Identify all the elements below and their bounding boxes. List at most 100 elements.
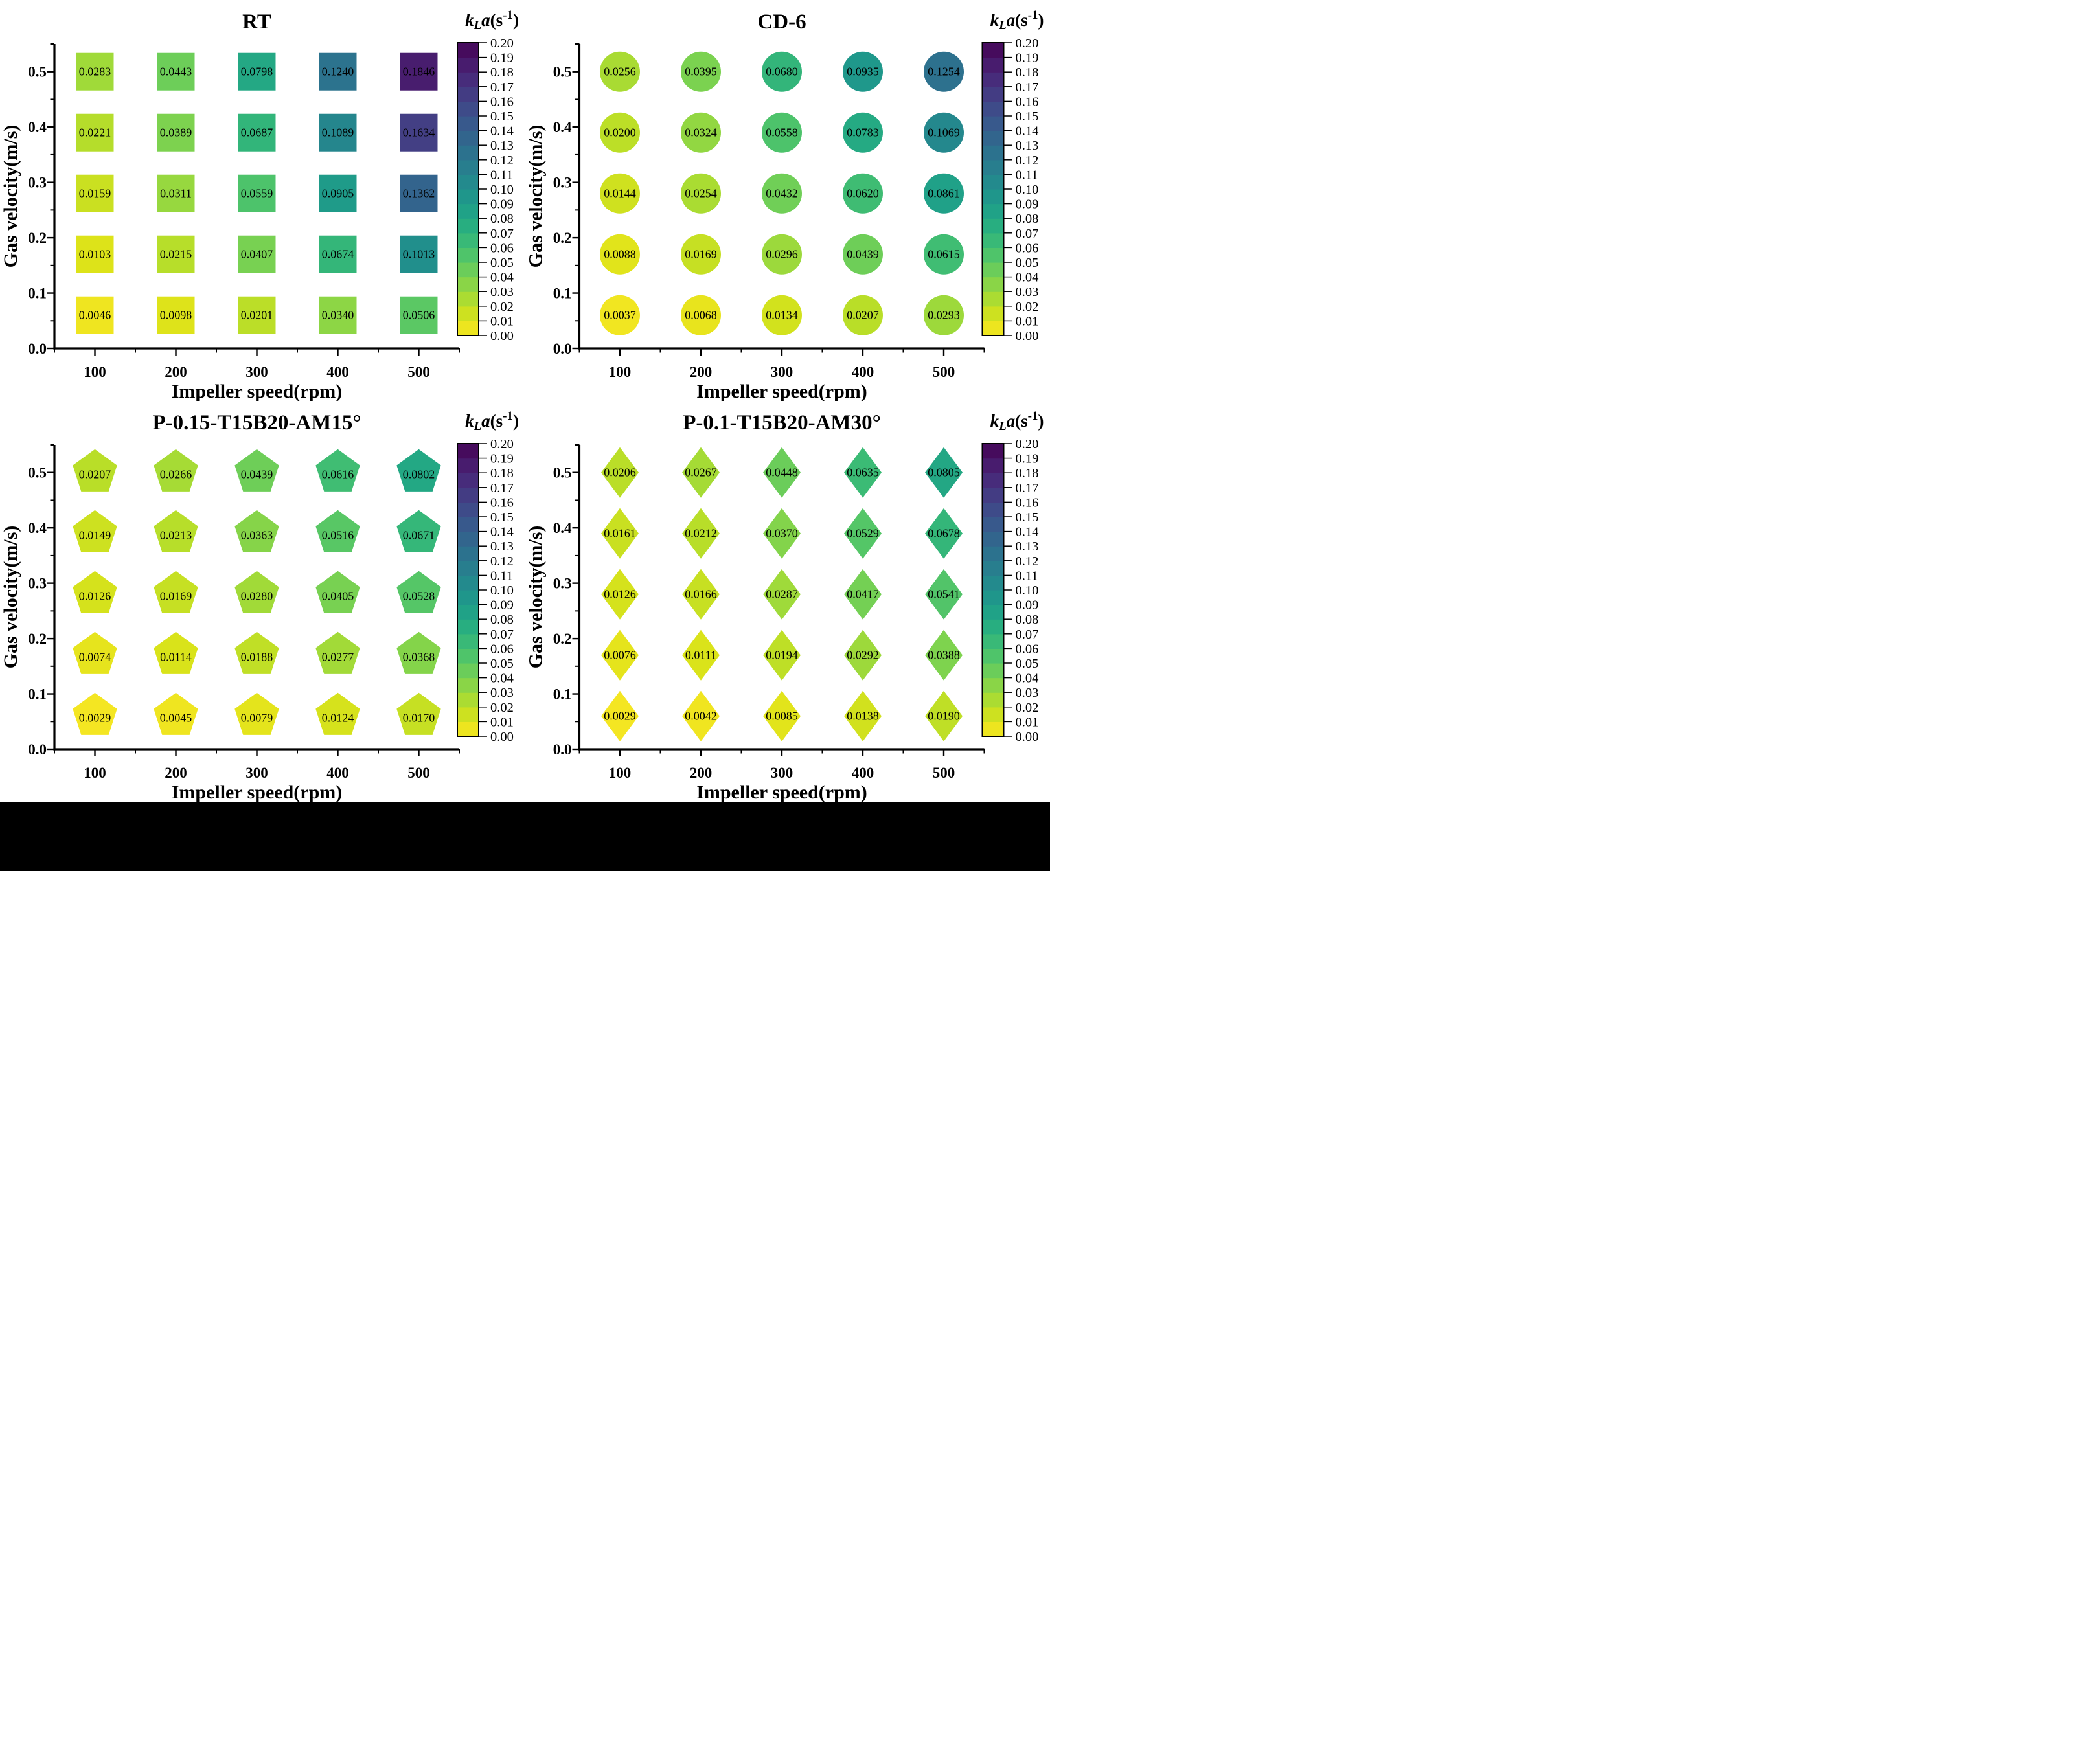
panel-chart-rt: RT kLa(s-1) 0.0 0.1 0.2 0.3 0.4 0.5 100 200 300 400…	[0, 8, 519, 402]
data-point-label: 0.0935	[847, 65, 879, 78]
x-tick-label: 200	[165, 364, 187, 380]
colorbar-tick-label: 0.04	[1016, 271, 1039, 285]
x-tick-label: 200	[690, 765, 713, 781]
x-tick-label: 500	[933, 364, 955, 380]
data-point-label: 0.0439	[847, 248, 879, 261]
data-point-circle	[843, 234, 883, 275]
colorbar-segment	[457, 43, 479, 58]
data-point-label: 0.0085	[766, 710, 798, 723]
colorbar-tick-label: 0.00	[1016, 329, 1039, 343]
data-point-square	[400, 235, 438, 273]
data-point-diamond	[601, 629, 639, 681]
colorbar-tick-label: 0.00	[1016, 730, 1039, 744]
data-point-label: 0.0200	[604, 126, 636, 139]
data-point-square	[76, 52, 114, 91]
colorbar-segment	[982, 321, 1004, 336]
colorbar-tick-label: 0.16	[1016, 95, 1039, 109]
y-tick-label: 0.2	[28, 230, 47, 246]
colorbar-tick-label: 0.07	[1016, 227, 1039, 241]
data-point-circle	[681, 51, 721, 92]
colorbar-tick-label: 0.11	[1016, 168, 1038, 182]
y-tick-label: 0.0	[28, 741, 47, 758]
data-point-label: 0.0029	[79, 712, 111, 725]
data-point-square	[238, 52, 276, 91]
colorbar-tick-label: 0.08	[490, 212, 514, 226]
colorbar-tick-label: 0.14	[1016, 525, 1039, 539]
data-point-pentagon	[73, 631, 117, 674]
data-point-pentagon	[154, 631, 198, 674]
data-point-pentagon	[396, 631, 441, 674]
colorbar-segment	[457, 145, 479, 161]
y-tick-label: 0.2	[28, 631, 47, 647]
data-point-label: 0.0045	[160, 712, 192, 725]
bottom-black-bar	[0, 802, 1050, 871]
data-point-label: 0.0126	[79, 590, 111, 603]
panel-chart-p-0-15-t15b20-am15: P-0.15-T15B20-AM15° kLa(s-1) 0.0 0.1 0.2 0.3 0…	[0, 409, 519, 803]
x-axis-label: Impeller speed(rpm)	[172, 381, 343, 401]
data-point-circle	[924, 112, 964, 153]
data-point-label: 0.1846	[403, 65, 435, 78]
data-point-diamond	[925, 447, 963, 498]
data-point-diamond	[925, 569, 963, 620]
data-point-square	[238, 113, 276, 152]
data-point-diamond	[763, 569, 801, 620]
colorbar-title: kLa(s-1)	[990, 409, 1044, 433]
colorbar-segment	[457, 72, 479, 87]
x-tick-label: 500	[933, 765, 955, 781]
data-point-square	[76, 174, 114, 212]
colorbar-tick-label: 0.13	[490, 139, 514, 153]
data-point-label: 0.0111	[685, 649, 716, 662]
colorbar-segment	[457, 502, 479, 517]
colorbar-segment	[457, 707, 479, 722]
colorbar-tick-label: 0.00	[490, 730, 514, 744]
data-point-label: 0.0680	[766, 65, 798, 78]
data-point-circle	[681, 295, 721, 335]
data-point-label: 0.0292	[847, 649, 879, 662]
data-point-label: 0.0103	[79, 248, 111, 261]
colorbar-segment	[982, 633, 1004, 649]
data-point-label: 0.0635	[847, 466, 879, 479]
data-point-diamond	[763, 629, 801, 681]
colorbar-segment	[457, 218, 479, 234]
data-point-circle	[843, 51, 883, 92]
colorbar-tick-label: 0.17	[490, 481, 514, 495]
colorbar-segment	[982, 604, 1004, 620]
data-point-label: 0.0079	[241, 712, 273, 725]
colorbar-segment	[457, 692, 479, 708]
colorbar-segment	[457, 677, 479, 693]
data-point-square	[400, 113, 438, 152]
x-tick-label: 400	[326, 765, 349, 781]
data-point-diamond	[601, 690, 639, 741]
data-point-pentagon	[73, 692, 117, 735]
data-point-label: 0.0363	[241, 529, 273, 542]
colorbar-tick-label: 0.14	[1016, 124, 1039, 139]
colorbar-segment	[457, 232, 479, 248]
data-point-square	[76, 113, 114, 152]
y-axis-label: Gas velocity(m/s)	[525, 125, 547, 268]
colorbar-segment	[982, 159, 1004, 175]
data-point-diamond	[682, 629, 720, 681]
data-point-square	[319, 174, 357, 212]
data-point-circle	[762, 295, 802, 335]
data-point-label: 0.0213	[160, 529, 192, 542]
colorbar-segment	[457, 262, 479, 278]
colorbar-tick-label: 0.13	[1016, 139, 1039, 153]
data-point-label: 0.0267	[685, 466, 717, 479]
data-point-pentagon	[315, 692, 360, 735]
data-point-diamond	[844, 629, 882, 681]
data-point-circle	[681, 234, 721, 275]
colorbar-segment	[457, 444, 479, 459]
figure-kla-heatmaps: RT kLa(s-1) 0.0 0.1 0.2 0.3 0.4 0.5 100 200 300 400…	[0, 0, 1050, 871]
data-point-label: 0.0417	[847, 588, 879, 601]
x-tick-label: 200	[690, 364, 713, 380]
data-point-diamond	[844, 447, 882, 498]
colorbar-segment	[457, 619, 479, 635]
colorbar-tick-label: 0.07	[490, 628, 514, 642]
data-point-label: 0.0159	[79, 187, 111, 200]
colorbar-tick-label: 0.02	[1016, 701, 1039, 715]
colorbar-tick-label: 0.00	[490, 329, 514, 343]
colorbar-segment	[982, 116, 1004, 131]
data-point-label: 0.0559	[241, 187, 273, 200]
data-point-label: 0.0149	[79, 529, 111, 542]
x-tick-label: 100	[84, 765, 106, 781]
